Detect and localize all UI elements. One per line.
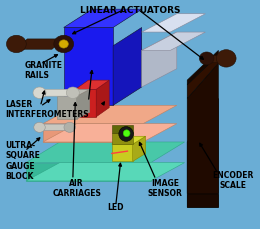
Polygon shape [187, 98, 218, 207]
Polygon shape [64, 9, 142, 27]
Polygon shape [16, 39, 64, 49]
Text: ENCODER
SCALE: ENCODER SCALE [212, 171, 254, 190]
Text: ULTRA-
SQUARE
GAUGE
BLOCK: ULTRA- SQUARE GAUGE BLOCK [5, 141, 40, 181]
Text: AIR
CARRIAGES: AIR CARRIAGES [52, 179, 101, 198]
Polygon shape [77, 89, 90, 119]
Polygon shape [187, 55, 218, 98]
Text: IMAGE
SENSOR: IMAGE SENSOR [148, 179, 183, 198]
Text: GRANITE
RAILS: GRANITE RAILS [25, 61, 63, 80]
Polygon shape [207, 55, 226, 62]
Text: LED: LED [107, 203, 124, 212]
Polygon shape [75, 89, 96, 117]
Polygon shape [26, 163, 185, 181]
Polygon shape [43, 105, 177, 124]
Polygon shape [187, 50, 218, 85]
Polygon shape [113, 27, 142, 105]
Ellipse shape [54, 35, 74, 53]
Ellipse shape [59, 40, 68, 48]
Ellipse shape [34, 122, 45, 132]
Text: LINEAR ACTUATORS: LINEAR ACTUATORS [80, 6, 180, 15]
Polygon shape [187, 194, 218, 207]
Polygon shape [133, 136, 146, 161]
Ellipse shape [216, 50, 236, 67]
Polygon shape [64, 27, 113, 105]
Polygon shape [142, 32, 177, 87]
Polygon shape [142, 32, 205, 50]
Polygon shape [187, 63, 218, 194]
Polygon shape [39, 124, 70, 131]
Polygon shape [57, 89, 90, 96]
Ellipse shape [119, 127, 133, 141]
Polygon shape [26, 142, 185, 163]
Ellipse shape [6, 35, 26, 53]
Text: LASER
INTERFEROMETERS: LASER INTERFEROMETERS [5, 100, 89, 119]
Ellipse shape [199, 52, 214, 65]
Polygon shape [75, 80, 109, 89]
Polygon shape [26, 163, 151, 181]
Polygon shape [43, 124, 177, 142]
Polygon shape [57, 96, 77, 119]
Ellipse shape [123, 130, 130, 137]
Polygon shape [112, 133, 133, 144]
Polygon shape [112, 144, 133, 161]
Polygon shape [112, 136, 146, 144]
Polygon shape [96, 80, 109, 117]
Ellipse shape [64, 122, 75, 132]
Polygon shape [142, 14, 205, 32]
Polygon shape [112, 125, 133, 133]
Polygon shape [39, 89, 73, 96]
Ellipse shape [66, 87, 79, 98]
Polygon shape [43, 124, 143, 142]
Ellipse shape [33, 87, 46, 98]
